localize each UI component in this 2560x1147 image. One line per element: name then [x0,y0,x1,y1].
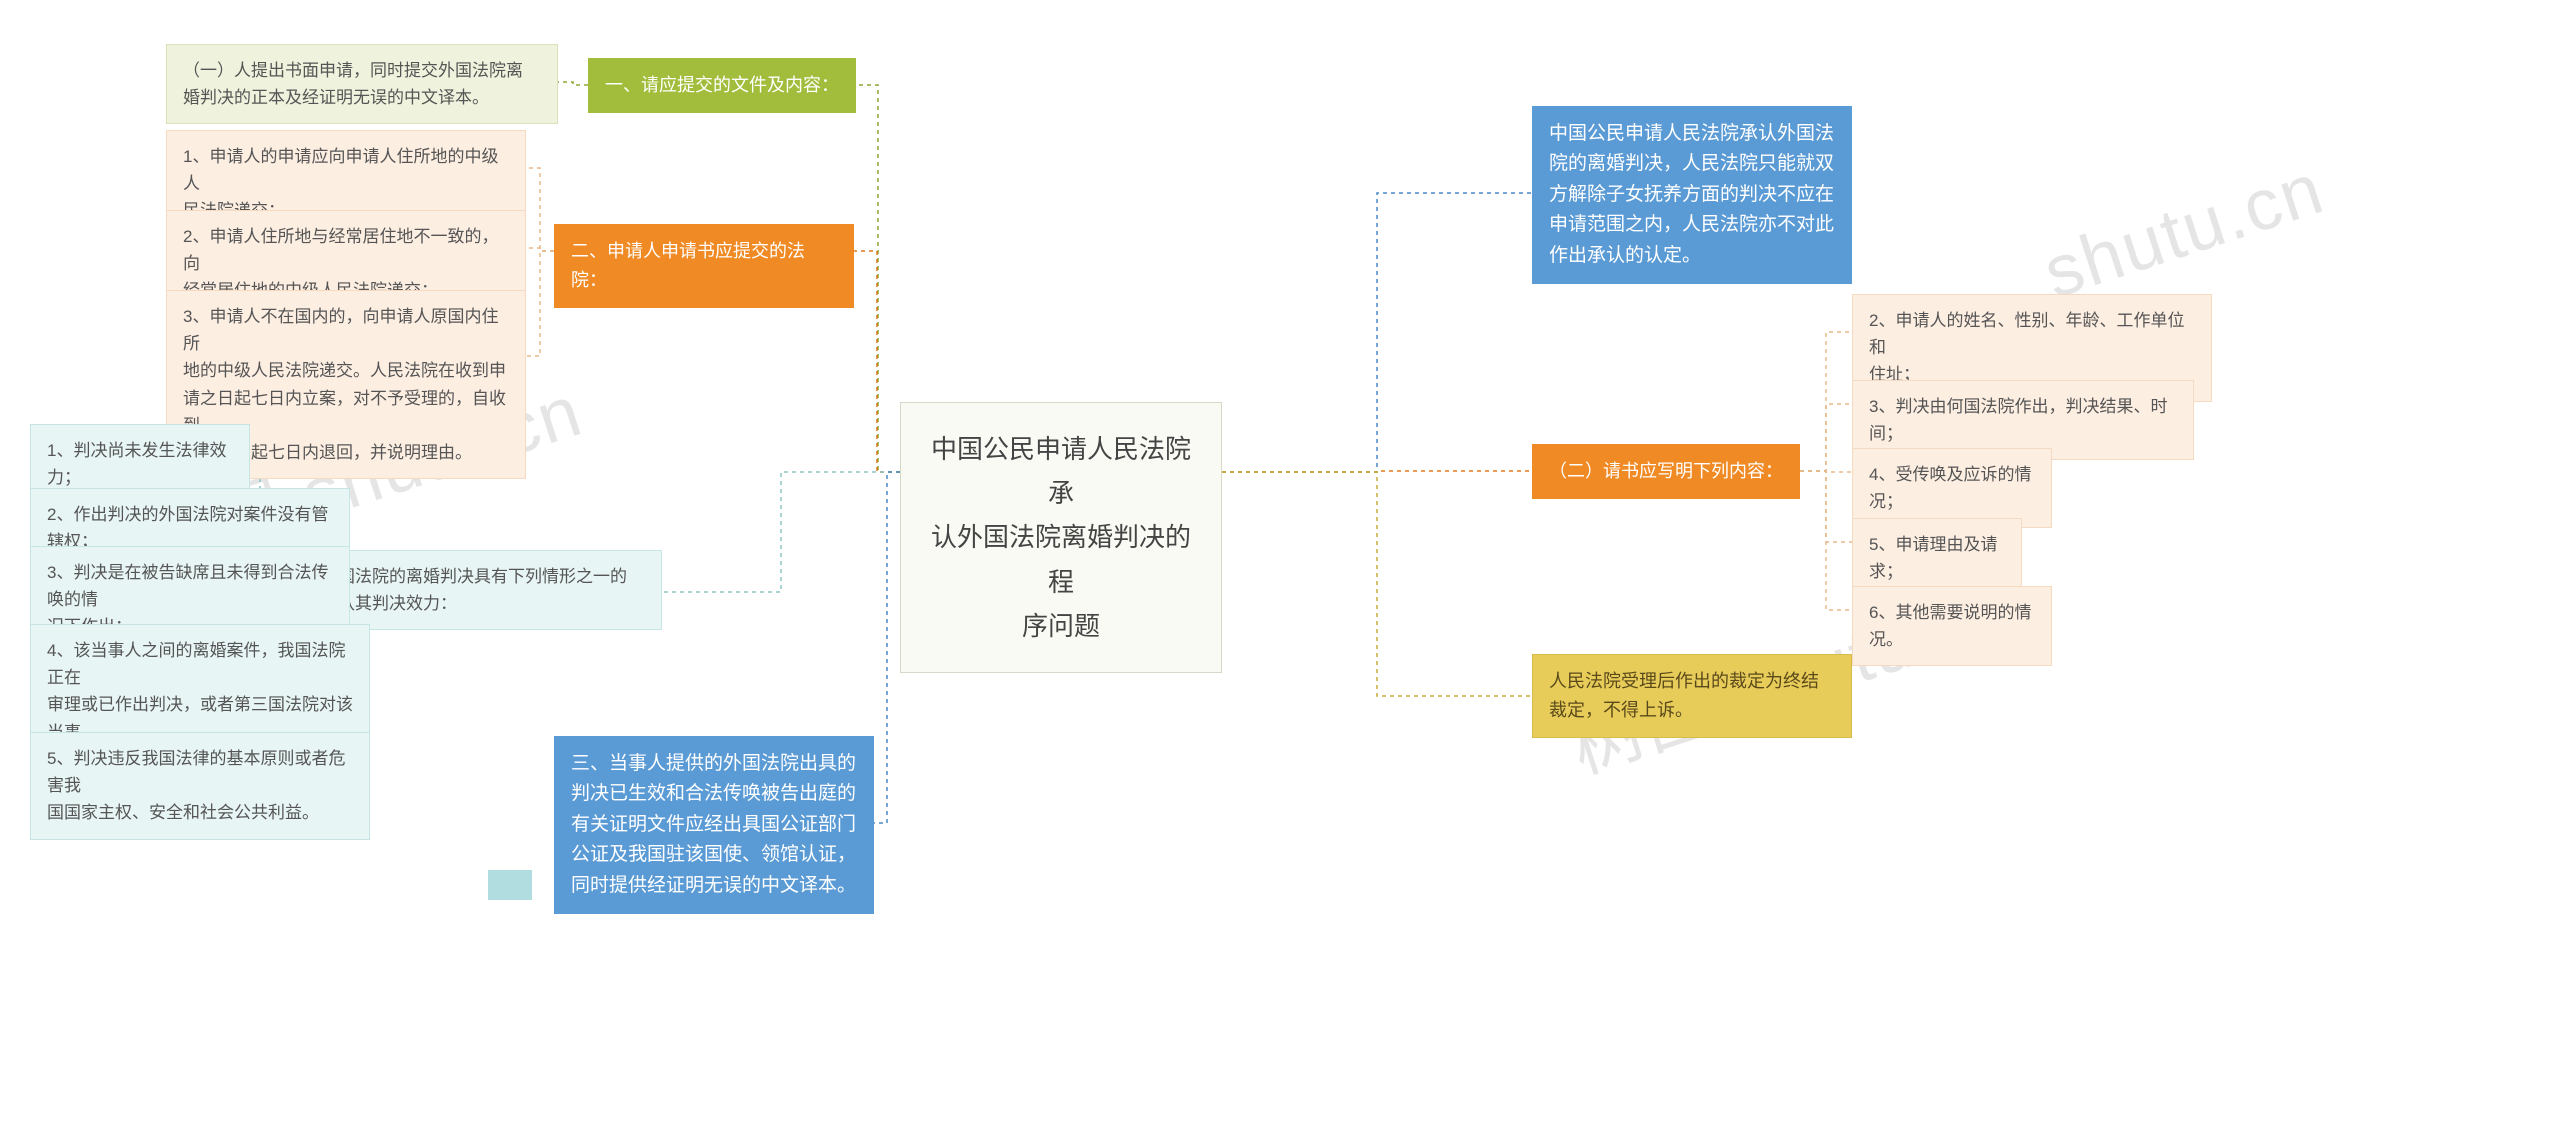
left-branch-0: 一、请应提交的文件及内容： [588,58,856,113]
right-branch-1: （二）请书应写明下列内容： [1532,444,1800,499]
right-branch-1-leaf-2: 4、受传唤及应诉的情况； [1852,448,2052,528]
left-branch-0-leaf-0: （一）人提出书面申请，同时提交外国法院离婚判决的正本及经证明无误的中文译本。 [166,44,558,124]
watermark: shutu.cn [2034,147,2333,314]
left-branch-1: 二、申请人申请书应提交的法院： [554,224,854,308]
left-branch-2-leaf-4: 5、判决违反我国法律的基本原则或者危害我国国家主权、安全和社会公共利益。 [30,732,370,840]
center-topic: 中国公民申请人民法院承认外国法院离婚判决的程序问题 [900,402,1222,673]
right-branch-0: 中国公民申请人民法院承认外国法院的离婚判决，人民法院只能就双方解除子女抚养方面的… [1532,106,1852,284]
left-branch-3: 三、当事人提供的外国法院出具的判决已生效和合法传唤被告出庭的有关证明文件应经出具… [554,736,874,914]
decorative-block [488,870,532,900]
right-branch-1-leaf-4: 6、其他需要说明的情况。 [1852,586,2052,666]
right-branch-2: 人民法院受理后作出的裁定为终结裁定，不得上诉。 [1532,654,1852,738]
